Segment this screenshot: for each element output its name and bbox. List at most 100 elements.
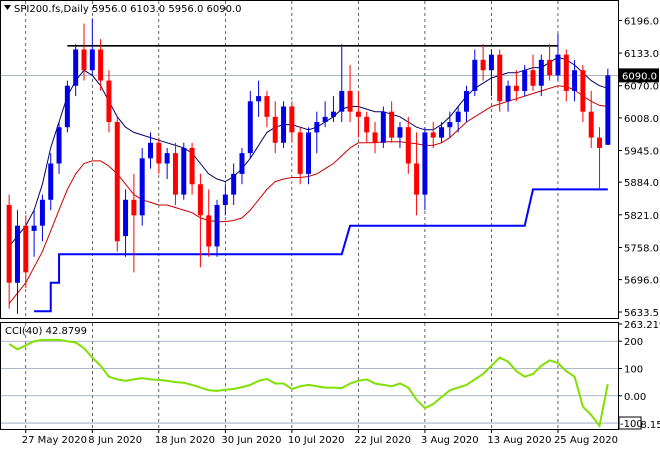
price-tick-label: 6196.0 xyxy=(624,16,659,27)
candle xyxy=(239,147,245,185)
candle-body xyxy=(488,54,494,71)
candle xyxy=(247,90,253,159)
candle xyxy=(588,90,594,148)
candle-body xyxy=(256,96,262,102)
candle-body xyxy=(422,132,428,195)
candle-body xyxy=(114,122,120,242)
candle-body xyxy=(538,59,544,86)
candle-body xyxy=(455,111,461,123)
candle xyxy=(56,122,62,174)
candle xyxy=(414,132,420,216)
candle xyxy=(98,39,104,91)
candle xyxy=(172,142,178,205)
candle-body xyxy=(164,153,170,164)
candle-body xyxy=(231,173,237,195)
candle xyxy=(222,184,228,216)
time-tick-label: 27 May 2020 xyxy=(22,435,87,446)
candle xyxy=(14,210,20,314)
candle xyxy=(480,44,486,81)
candle-body xyxy=(189,147,195,185)
candle xyxy=(422,127,428,211)
candle xyxy=(139,147,145,226)
time-tick-label: 10 Jul 2020 xyxy=(288,435,345,446)
candle xyxy=(339,44,345,123)
candle xyxy=(314,111,320,154)
candle xyxy=(447,111,453,138)
candle xyxy=(106,70,112,133)
candle xyxy=(214,199,220,257)
candle-body xyxy=(314,122,320,133)
candle xyxy=(264,90,270,128)
candle xyxy=(530,54,536,91)
price-tick-label: 5696.0 xyxy=(624,276,659,287)
candle xyxy=(513,70,519,102)
price-tick-label: 6070.0 xyxy=(624,82,659,93)
candle xyxy=(306,127,311,185)
candle-body xyxy=(355,111,361,117)
candle-body xyxy=(31,225,37,231)
candle-body xyxy=(480,59,486,71)
candle-body xyxy=(580,70,586,112)
candle-body xyxy=(380,111,386,143)
candle xyxy=(81,23,87,81)
cci-tick-label: -118.153 xyxy=(624,420,660,431)
candle-body xyxy=(364,116,370,133)
price-tick-label: 5884.0 xyxy=(624,178,659,189)
candle xyxy=(48,153,54,211)
price-tick-label: 5821.0 xyxy=(624,211,659,222)
candle xyxy=(23,215,29,288)
candle-body xyxy=(148,142,154,159)
candle-body xyxy=(513,85,519,91)
current-price-label: 6090.0 xyxy=(622,71,657,82)
time-tick-label: 25 Aug 2020 xyxy=(554,435,618,446)
candle-body xyxy=(272,116,278,143)
candle-body xyxy=(297,132,303,174)
candle xyxy=(522,65,528,97)
candle-body xyxy=(555,54,561,76)
candle-body xyxy=(64,85,70,128)
price-tick-label: 5758.0 xyxy=(624,243,659,254)
candle xyxy=(272,101,278,154)
candle-body xyxy=(206,215,212,247)
candle xyxy=(64,80,70,133)
candle xyxy=(380,106,386,148)
candle xyxy=(472,49,478,97)
candle-body xyxy=(439,127,445,138)
cci-tick-label: 100 xyxy=(624,365,643,376)
candle-body xyxy=(347,90,353,112)
candle xyxy=(289,101,295,143)
price-tick-label: 5945.0 xyxy=(624,147,659,158)
candle-body xyxy=(197,184,203,216)
candle xyxy=(156,137,162,174)
cci-indicator-label: CCI(40) 42.8799 xyxy=(5,326,87,337)
candle xyxy=(39,194,45,242)
cci-line xyxy=(8,338,609,429)
candle xyxy=(488,49,494,97)
candle xyxy=(131,173,137,273)
candle xyxy=(281,101,287,148)
candle xyxy=(505,80,511,112)
price-tick-label: 6133.0 xyxy=(624,49,659,60)
candle xyxy=(297,127,303,185)
candle-body xyxy=(89,49,95,71)
candle xyxy=(572,59,578,102)
candle xyxy=(372,122,378,154)
candle-body xyxy=(563,54,569,91)
candle xyxy=(231,163,237,205)
candle-body xyxy=(522,70,528,91)
candle xyxy=(555,33,561,81)
candle xyxy=(455,106,461,133)
candle xyxy=(605,68,611,145)
candle-body xyxy=(414,163,420,195)
symbol-label: SPI200.fs,Daily xyxy=(14,4,89,15)
candle-body xyxy=(39,199,45,226)
candle-body xyxy=(530,70,536,86)
candle-body xyxy=(572,70,578,91)
cci-tick-label: 200 xyxy=(624,337,643,348)
candle-body xyxy=(372,132,378,143)
candle-body xyxy=(339,90,345,112)
candle xyxy=(6,194,12,309)
candle-body xyxy=(106,80,112,123)
collapse-triangle-icon[interactable] xyxy=(4,5,11,10)
candle xyxy=(73,44,79,97)
